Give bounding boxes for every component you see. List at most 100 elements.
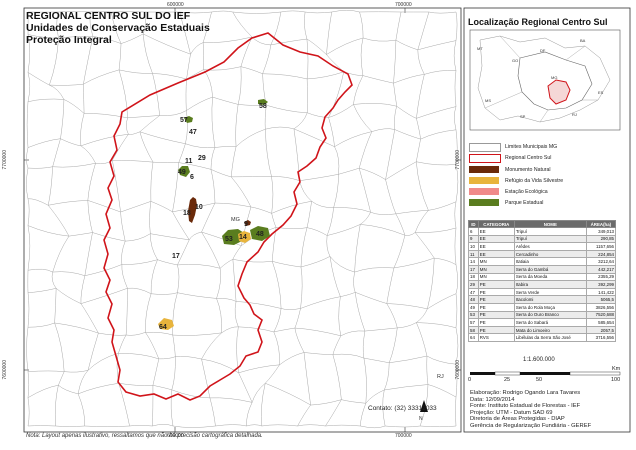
municipal-boundaries <box>26 10 459 429</box>
legend-label-2: Monumento Natural <box>505 167 551 173</box>
credit-line: Gerência de Regularização Fundiária - GE… <box>470 422 592 429</box>
uc-49-patch <box>178 166 190 177</box>
table-row: 17 MN Serra do Gambá 442,217 <box>468 264 617 274</box>
cell-nome: Tripuí <box>513 227 587 236</box>
uc-label-17: 17 <box>172 253 180 260</box>
locator-label-ba: BA <box>580 38 586 43</box>
uc-57-patch <box>184 116 193 123</box>
coord-top-left: 600000 <box>167 2 184 8</box>
cell-categoria: EE <box>477 227 515 236</box>
cell-id: 17 <box>468 264 479 274</box>
cell-id: 11 <box>468 249 479 259</box>
table-row: 53 PE Serra do Ouro Branco 7520,688 <box>468 310 617 320</box>
locator-label-go: GO <box>512 58 518 63</box>
cell-nome: Cercadinho <box>513 249 587 259</box>
cell-categoria: RVS <box>477 333 515 342</box>
uc-label-48: 48 <box>256 231 264 238</box>
state-label-mg: MG <box>231 217 240 223</box>
table-row: 11 EE Cercadinho 224,854 <box>468 249 617 259</box>
uc-label-14: 14 <box>239 234 247 241</box>
uc-label-29: 29 <box>198 155 206 162</box>
table-header-categoria: CATEGORIA <box>477 220 515 228</box>
uc-table: ID CATEGORIA NOME ÁREA(ha) 6 EE Tripuí 349,… <box>468 220 617 342</box>
legend-label-0: Limites Municipais MG <box>505 144 558 150</box>
locator-label-es: ES <box>598 90 604 95</box>
cell-id: 57 <box>468 318 479 327</box>
credit-line: Elaboração: Rodrigo Ogando Lara Tavares <box>470 390 581 396</box>
credit-line: Data: 12/09/2014 <box>470 396 515 403</box>
cell-nome: Serra do Ouro Branco <box>513 310 587 320</box>
scale-tick-100: 100 <box>611 377 621 383</box>
uc-patches <box>158 99 270 330</box>
scale-tick-25: 25 <box>504 377 511 383</box>
legend-swatch-2 <box>469 166 499 173</box>
uc-label-47: 47 <box>189 129 197 136</box>
cell-id: 49 <box>468 302 479 312</box>
scale-ratio: 1:1.600.000 <box>523 357 555 363</box>
coord-left-upper: 7700000 <box>2 150 8 170</box>
cell-categoria: PE <box>477 310 515 320</box>
cell-area: 290,85 <box>585 234 617 244</box>
table-row: 18 MN Serra da Moeda 2355,29 <box>468 272 617 282</box>
state-label-rj: RJ <box>437 374 444 380</box>
cell-nome: Serra da Moeda <box>513 272 587 282</box>
cell-nome: Serra Verde <box>513 287 587 297</box>
cell-area: 5065,5 <box>585 295 617 304</box>
uc-label-6: 6 <box>190 174 194 181</box>
table-row: 29 PE Itabira 392,299 <box>468 280 617 289</box>
cell-id: 47 <box>468 287 479 297</box>
north-arrow-icon: N <box>419 400 428 422</box>
uc-label-53: 53 <box>225 236 233 243</box>
locator-label-sp: SP <box>520 114 526 119</box>
contact-info: Contato: (32) 33312033 <box>368 405 437 412</box>
cell-area: 1157,656 <box>585 242 617 251</box>
cell-id: 58 <box>468 325 479 335</box>
table-header-area: ÁREA(ha) <box>585 220 617 228</box>
cell-categoria: MN <box>477 257 515 266</box>
uc-label-57: 57 <box>180 117 188 124</box>
cell-categoria: PE <box>477 295 515 304</box>
cell-area: 442,217 <box>585 264 617 274</box>
uc-label-64: 64 <box>159 324 167 331</box>
cell-id: 14 <box>468 257 479 266</box>
table-row: 6 EE Tripuí 349,013 <box>468 227 617 236</box>
locator-inset: MT GO DF BA ES MG MS SP RJ <box>469 29 621 131</box>
scale-bar <box>470 371 621 376</box>
north-label: N <box>419 416 423 422</box>
cell-nome: Itatiaia <box>513 257 587 266</box>
scale-tick-50: 50 <box>536 377 543 383</box>
cell-categoria: EE <box>477 242 515 251</box>
uc-label-11: 11 <box>185 158 193 165</box>
cell-nome: Itacolomi <box>513 295 587 304</box>
map-subtitle-2: Proteção Integral <box>26 34 112 46</box>
cell-area: 3212,64 <box>585 257 617 266</box>
cell-categoria: PE <box>477 325 515 335</box>
locator-label-rj: RJ <box>572 112 577 117</box>
cell-area: 3716,556 <box>585 333 617 342</box>
cell-area: 3826,556 <box>585 302 617 312</box>
uc-14-patch <box>238 231 251 243</box>
scale-tick-0: 0 <box>468 377 472 383</box>
legend-swatch-0 <box>469 143 501 152</box>
cell-id: 64 <box>468 333 479 342</box>
table-row: 64 RVS Libélulas da Serra São José 3716,556 <box>468 333 617 342</box>
table-row: 10 EE Arêdes 1157,656 <box>468 242 617 251</box>
cell-nome: Itabira <box>513 280 587 289</box>
uc-9-patch <box>244 220 251 226</box>
cell-categoria: EE <box>477 234 515 244</box>
cell-id: 53 <box>468 310 479 320</box>
coord-right-upper: 7700000 <box>455 150 461 170</box>
uc-10-patch <box>188 197 197 223</box>
cell-area: 392,299 <box>585 280 617 289</box>
locator-label-mt: MT <box>477 46 483 51</box>
coord-bottom-left: 600000 <box>167 433 184 439</box>
table-row: 48 PE Itacolomi 5065,5 <box>468 295 617 304</box>
cell-area: 2057,5 <box>585 325 617 335</box>
map-subtitle: Unidades de Conservação Estaduais <box>26 22 210 34</box>
locator-label-ms: MS <box>485 98 491 103</box>
coord-top-right: 700000 <box>395 2 412 8</box>
uc-label-9: 9 <box>244 221 248 228</box>
table-row: 57 PE Serra do Sabará 585,654 <box>468 318 617 327</box>
table-row: 58 PE Mata do Limoeiro 2057,5 <box>468 325 617 335</box>
